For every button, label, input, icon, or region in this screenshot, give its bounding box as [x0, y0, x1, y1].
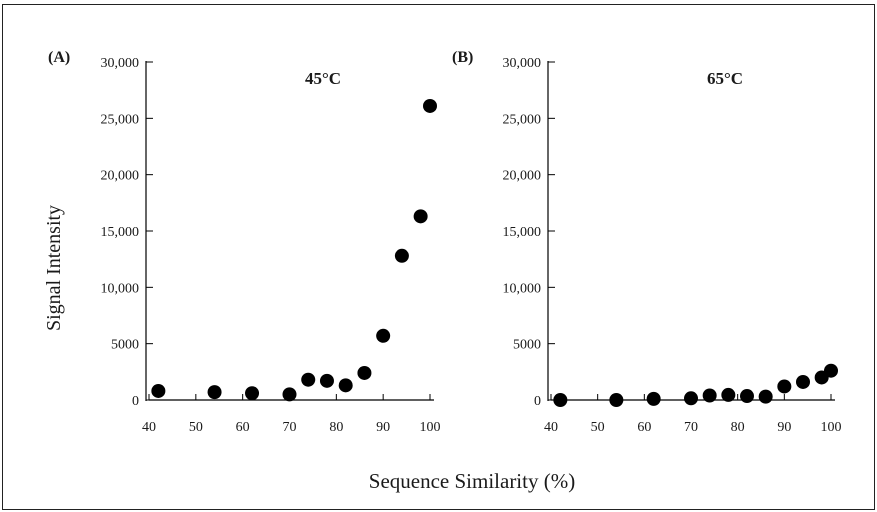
panel-b-data-point	[824, 363, 838, 378]
panel-b-y-tick-label: 10,000	[503, 281, 542, 296]
panel-a-x-tick-label: 40	[142, 420, 156, 435]
panel-b-data-point	[702, 388, 717, 403]
panel-b-x-tick-label: 60	[637, 420, 651, 435]
panel-a-y-tick-label: 10,000	[101, 281, 140, 296]
panel-b-y-tick-label: 5000	[513, 338, 541, 353]
panel-a-y-tick-label: 20,000	[101, 169, 140, 184]
panel-a-data-point	[301, 372, 316, 387]
panel-b-x-tick-label: 50	[591, 420, 605, 435]
panel-a-x-tick-label: 70	[283, 420, 297, 435]
panel-a-data-point	[245, 386, 260, 401]
panel-b-data-point	[758, 389, 773, 404]
panel-a-y-tick-label: 15,000	[101, 225, 140, 240]
panel-a-data-point	[207, 385, 222, 400]
panel-a-y-tick-label: 25,000	[101, 112, 140, 127]
panel-b: (B) 65°C 0 5000 10,000 15,000 20,000 25,000 30,0…	[452, 49, 842, 435]
panel-b-x-tick-label: 90	[777, 420, 791, 435]
panel-a-data-point	[413, 209, 428, 224]
figure-border	[2, 4, 875, 510]
panel-a-data-point	[319, 373, 334, 388]
panel-b-y-tick-label: 20,000	[503, 169, 542, 184]
panel-a-x-tick-label: 100	[420, 420, 441, 435]
panel-a-data-point	[151, 383, 166, 398]
panel-a-y-tick-label: 30,000	[101, 56, 140, 71]
panel-b-y-tick-label: 15,000	[503, 225, 542, 240]
panel-b-annotation: 65°C	[707, 69, 743, 88]
panel-b-x-tick-label: 40	[544, 420, 558, 435]
panel-b-x-tick-label: 70	[684, 420, 698, 435]
panel-b-data-point	[646, 391, 661, 406]
panel-b-data-point	[553, 393, 568, 407]
x-axis-title: Sequence Similarity (%)	[369, 469, 575, 493]
panel-a-y-tick-label: 5000	[111, 338, 139, 353]
panel-a-x-tick-label: 80	[329, 420, 343, 435]
panel-a-data-point	[338, 378, 353, 393]
panel-b-x-tick-label: 80	[731, 420, 745, 435]
panel-a-data-point	[357, 365, 372, 380]
panel-a-y-tick-label: 0	[132, 394, 139, 409]
panel-a-x-tick-label: 90	[376, 420, 390, 435]
panel-a-x-tick-label: 60	[236, 420, 250, 435]
panel-b-data-point	[721, 387, 736, 402]
panel-b-y-tick-label: 30,000	[503, 56, 542, 71]
panel-b-data-point	[684, 391, 698, 406]
panel-b-y-tick-label: 25,000	[503, 112, 542, 127]
panel-b-data-point	[777, 379, 792, 394]
panel-a-x-tick-label: 50	[189, 420, 203, 435]
panel-b-data-point	[740, 389, 754, 404]
panel-b-data-point	[796, 374, 810, 389]
panel-a-data-point	[423, 98, 437, 113]
panel-a: (A) 45°C 0 5000 10,000 15,000 20,000 25,000 30,0…	[48, 49, 441, 435]
panel-a-annotation: 45°C	[305, 69, 341, 88]
y-axis-title: Signal Intensity	[43, 205, 65, 331]
panel-b-x-tick-label: 100	[821, 420, 842, 435]
panel-a-label: (A)	[48, 49, 70, 66]
panel-b-data-point	[609, 393, 624, 407]
panel-b-y-tick-label: 0	[534, 394, 541, 409]
panel-a-data-point	[282, 387, 297, 402]
panel-b-label: (B)	[452, 49, 473, 66]
panel-a-data-point	[394, 248, 409, 263]
panel-a-data-point	[376, 328, 391, 343]
